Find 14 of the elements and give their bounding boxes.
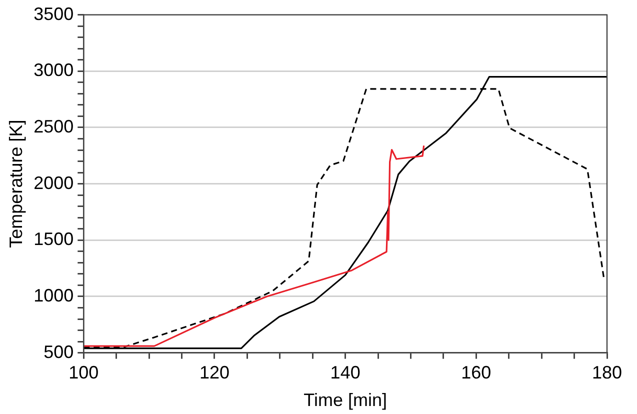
y-tick-label: 1500 bbox=[34, 229, 74, 250]
y-tick-label: 1000 bbox=[34, 285, 74, 306]
x-tick-label: 100 bbox=[68, 362, 99, 383]
y-tick-label: 500 bbox=[44, 342, 74, 362]
x-tick-label: 180 bbox=[592, 362, 622, 383]
x-tick-label: 140 bbox=[330, 362, 360, 383]
x-tick-label: 120 bbox=[199, 362, 230, 383]
y-tick-label: 3000 bbox=[34, 60, 74, 80]
y-axis-title: Temperature [K] bbox=[6, 120, 26, 248]
y-tick-label: 2000 bbox=[34, 172, 74, 193]
y-tick-label: 2500 bbox=[34, 116, 74, 136]
x-tick-label: 160 bbox=[461, 362, 492, 383]
x-axis-title: Time [min] bbox=[304, 390, 387, 410]
y-tick-label: 3500 bbox=[34, 4, 74, 24]
